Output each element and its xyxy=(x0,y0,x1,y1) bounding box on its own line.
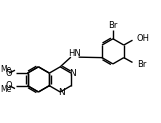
Text: Br: Br xyxy=(137,60,147,69)
Text: N: N xyxy=(58,88,65,97)
Text: Me: Me xyxy=(1,65,12,74)
Text: O: O xyxy=(6,81,13,90)
Text: OH: OH xyxy=(136,34,149,43)
Text: HN: HN xyxy=(68,49,81,58)
Text: O: O xyxy=(6,69,13,78)
Text: Br: Br xyxy=(108,21,118,30)
Text: Me: Me xyxy=(1,85,12,94)
Text: N: N xyxy=(69,69,76,78)
